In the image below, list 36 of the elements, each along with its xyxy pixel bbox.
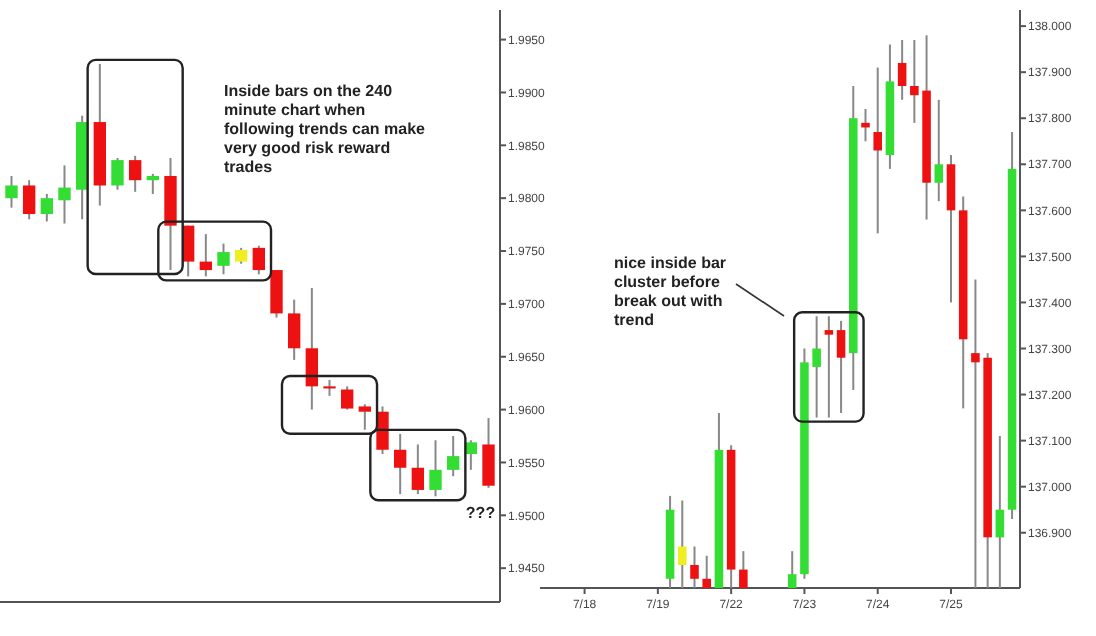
candlestick <box>217 242 230 276</box>
candlestick <box>824 315 834 419</box>
candlestick <box>305 287 319 411</box>
candlestick <box>946 154 956 304</box>
annotation: Inside bars on the 240 minute chart when following trends can make very good risk reward trades <box>224 82 427 176</box>
candlestick <box>270 269 283 319</box>
candlestick <box>873 66 882 235</box>
candlestick <box>447 435 460 478</box>
candlestick <box>934 98 944 203</box>
candlestick <box>40 192 53 223</box>
candlestick <box>411 443 425 496</box>
candlestick <box>897 38 907 101</box>
candlestick <box>287 298 301 361</box>
candlestick <box>787 550 797 589</box>
annotation: nice inside bar cluster before break out with trend <box>614 254 727 329</box>
candlestick <box>678 499 687 589</box>
candlestick <box>995 435 1005 589</box>
candlestick <box>340 385 354 411</box>
candlestick <box>690 545 699 589</box>
candlestick <box>393 432 407 496</box>
candlestick <box>702 554 711 589</box>
candlestick <box>58 164 71 225</box>
candlestick <box>358 403 372 431</box>
candlestick <box>22 179 36 221</box>
candlestick <box>739 550 748 589</box>
candlestick <box>128 154 142 193</box>
candlestick <box>146 172 160 195</box>
candlestick <box>861 108 870 143</box>
candlestick <box>111 157 124 191</box>
candlestick <box>482 417 495 489</box>
candlestick <box>5 174 18 209</box>
candlestick <box>252 244 266 276</box>
annotation: ??? <box>465 503 496 522</box>
candlestick <box>429 439 442 498</box>
candlestick <box>836 319 846 414</box>
candlestick <box>199 233 213 278</box>
